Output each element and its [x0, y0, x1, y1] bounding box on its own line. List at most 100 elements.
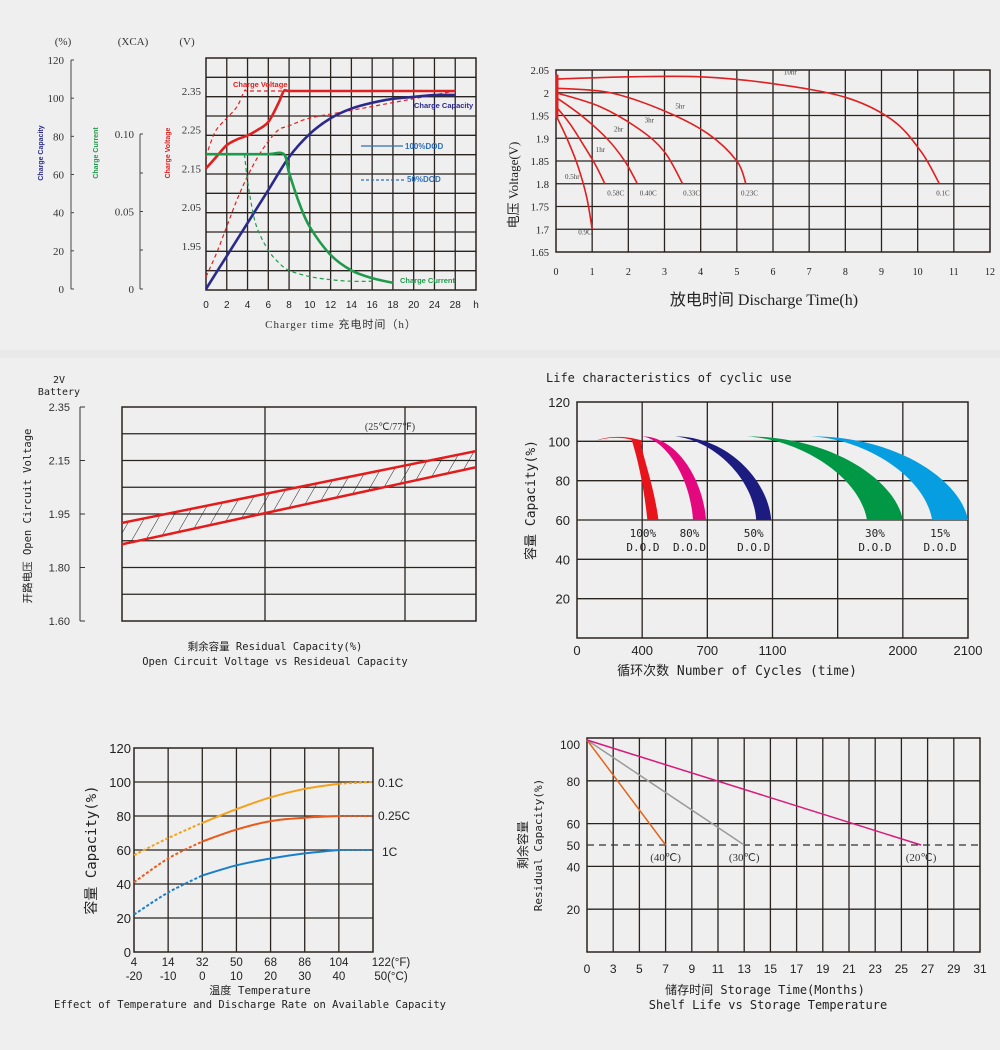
charge-axes: (%) (XCA) (V) 120 100 80 60 40 20 0 Charge Capacit… — [38, 36, 202, 296]
temp-y-tick: 100 — [109, 775, 131, 790]
series-charge-voltage-50-dod — [205, 89, 331, 157]
chart-ocv: 2V Battery 2.35 2.15 1.95 1.80 1.60 (25℃/77℉… — [21, 375, 477, 668]
discharge-curve-label: 2hr — [614, 125, 624, 133]
temperature-title: Effect of Temperature and Discharge Rate… — [54, 999, 446, 1011]
chart-discharge: 0 1 2 3 4 5 6 7 8 9 10 11 122.0521.951.91.851.81.751… — [506, 66, 995, 309]
current-tick-label: 0.05 — [115, 207, 135, 219]
cycle-y-tick: 80 — [556, 474, 570, 489]
cycle-band-30pct — [746, 436, 903, 520]
discharge-x-tick: 12 — [985, 267, 995, 278]
shelf-y-tick: 20 — [567, 903, 581, 917]
temp-curve-cold-0.25C — [133, 840, 203, 884]
series-charge-voltage-100-dod — [205, 88, 456, 170]
temp-y-tick: 60 — [117, 843, 131, 858]
shelf-x-tick: 21 — [842, 962, 856, 976]
temp-x-tick-c: 20 — [264, 971, 277, 983]
shelf-y-tick: 80 — [567, 775, 581, 789]
capacity-axis-label: Charge Capacity — [38, 125, 45, 180]
cycle-dod-label: D.O.D — [626, 541, 659, 554]
legend-50dod-label: 50%DOD — [407, 175, 441, 184]
discharge-x-tick: 8 — [843, 267, 848, 278]
discharge-x-tick: 4 — [698, 267, 703, 278]
discharge-y-tick: 1.95 — [531, 112, 549, 123]
shelf-x-tick: 11 — [712, 962, 725, 976]
cycle-dod-pct: 50% — [744, 527, 764, 540]
discharge-rate-label: 0.33C — [683, 189, 700, 197]
shelf-x-tick: 13 — [738, 962, 752, 976]
shelf-y-tick: 50 — [567, 839, 581, 853]
discharge-y-tick: 2 — [544, 89, 549, 100]
axis-unit-charge-voltage: (V) — [179, 36, 195, 48]
ocv-title: Open Circuit Voltage vs Resideual Capaci… — [142, 656, 408, 668]
discharge-y-tick: 1.75 — [531, 203, 549, 214]
annotation-charge-current: Charge Current — [400, 276, 456, 285]
temperature-series: 0.1C 0.25C 1C — [133, 776, 410, 916]
discharge-series: 0.5hr 0.9C 1hr 0.58C 2hr 0.40C 3hr 0.33C 5hr 0.23… — [555, 69, 950, 236]
temp-y-tick: 80 — [117, 809, 131, 824]
shelf-line-20c — [586, 739, 922, 846]
discharge-curve-10hr — [555, 75, 941, 185]
discharge-curve-5hr — [555, 87, 747, 185]
cycle-y-tick: 120 — [548, 395, 570, 410]
cycle-x-tick: 2000 — [888, 643, 917, 658]
cycle-dod-pct: 30% — [865, 527, 885, 540]
cycle-x-tick: 0 — [573, 643, 580, 658]
discharge-x-tick: 10 — [913, 267, 923, 278]
capacity-tick-label: 100 — [48, 93, 65, 105]
shelf-ylabel-en: Residual Capacity(%) — [532, 779, 545, 911]
temp-x-tick-c: -10 — [160, 971, 177, 983]
shelf-x-tick: 31 — [973, 962, 987, 976]
discharge-y-tick: 1.85 — [531, 157, 549, 168]
shelf-x-tick: 15 — [764, 962, 778, 976]
shelf-line-30c — [586, 739, 745, 846]
discharge-curve-2hr — [555, 96, 639, 185]
ocv-y-tick: 1.80 — [49, 563, 70, 575]
charge-xlabel: Charger time 充电时间（h） — [265, 317, 417, 331]
temp-x-tick-c: 30 — [298, 971, 311, 983]
temp-series-label: 1C — [382, 845, 398, 859]
cycle-y-tick: 40 — [556, 552, 570, 567]
axis-unit-charge-current: (XCA) — [118, 36, 149, 48]
current-axis-label: Charge Current — [93, 127, 100, 179]
cycle-x-tick: 1100 — [759, 643, 787, 658]
shelf-temp-label: (20℃) — [906, 852, 937, 864]
current-tick-label: 0.10 — [115, 129, 135, 141]
discharge-curve-0.5hr — [555, 115, 593, 230]
shelf-xlabel: 储存时间 Storage Time(Months) — [665, 982, 865, 997]
cycle-dod-label: D.O.D — [858, 541, 891, 554]
capacity-tick-label: 120 — [48, 55, 65, 67]
shelf-x-tick: 19 — [816, 962, 830, 976]
temp-x-tick-f: 4 — [131, 957, 138, 969]
shelf-title: Shelf Life vs Storage Temperature — [649, 998, 887, 1012]
cycle-band-50pct — [674, 436, 772, 520]
discharge-x-tick: 7 — [807, 267, 812, 278]
charge-x-tick: 4 — [245, 300, 251, 311]
shelf-line-40c — [586, 739, 667, 846]
temp-x-tick-c: 10 — [230, 971, 243, 983]
temp-x-tick-f: 14 — [162, 957, 175, 969]
cycle-y-tick: 60 — [556, 513, 570, 528]
temp-series-label: 0.1C — [378, 776, 404, 790]
voltage-tick-label: 2.05 — [182, 202, 202, 214]
shelf-x-tick: 23 — [869, 962, 883, 976]
ocv-annotation: (25℃/77℉) — [365, 422, 415, 433]
shelf-x-tick: 27 — [921, 962, 935, 976]
discharge-rate-label: 0.23C — [741, 189, 758, 197]
discharge-curve-label: 3hr — [645, 116, 655, 124]
discharge-curve-1hr — [555, 105, 606, 185]
charge-x-tick: 2 — [224, 300, 230, 311]
cycle-dod-pct: 100% — [630, 527, 657, 540]
voltage-axis-label: Charge Voltage — [165, 127, 172, 178]
ocv-xlabel: 剩余容量 Residual Capacity(%) — [188, 640, 363, 653]
temperature-xlabel: 温度 Temperature — [209, 983, 310, 997]
capacity-tick-label: 40 — [53, 208, 65, 220]
temp-y-tick: 20 — [117, 911, 131, 926]
shelf-x-tick: 0 — [584, 962, 591, 976]
voltage-tick-label: 1.95 — [182, 241, 202, 253]
cycle-title: Life characteristics of cyclic use — [546, 371, 792, 385]
temp-series-label: 0.25C — [378, 809, 410, 823]
shelf-temp-label: (40℃) — [650, 852, 681, 864]
temp-curve-hot-0.1C — [338, 781, 374, 785]
cycle-dod-label: D.O.D — [673, 541, 706, 554]
